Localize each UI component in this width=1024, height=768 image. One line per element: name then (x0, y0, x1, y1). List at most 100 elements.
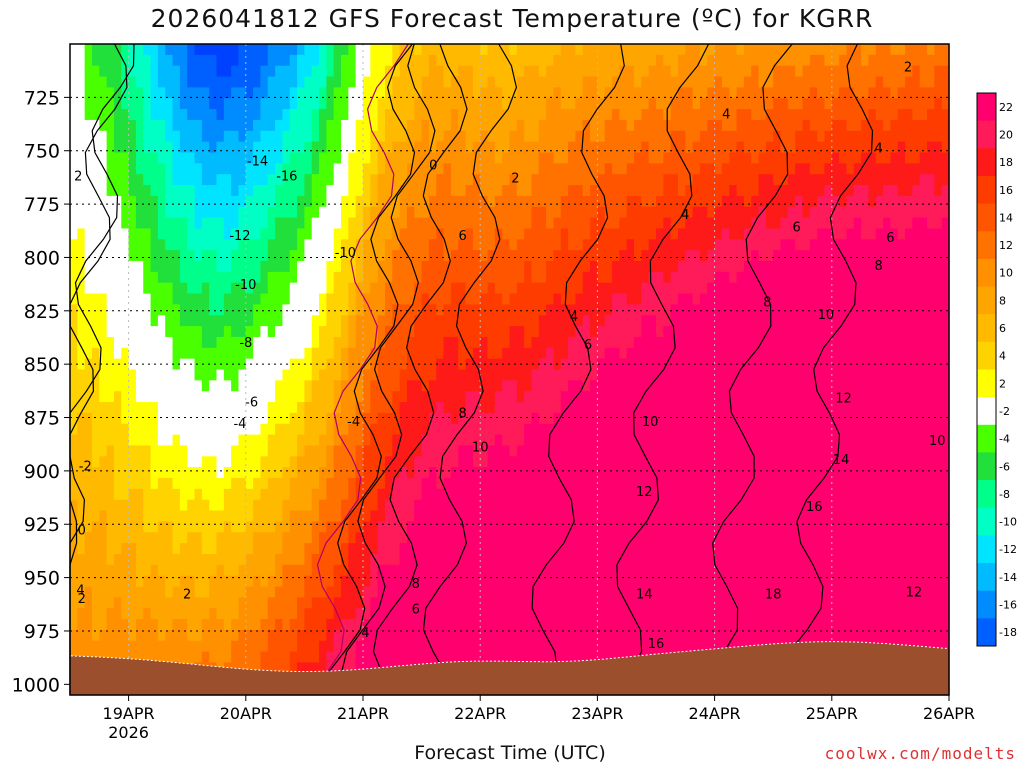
field-cell (201, 640, 210, 653)
field-cell (509, 499, 518, 512)
field-cell (319, 293, 327, 305)
field-cell (458, 174, 467, 186)
field-cell (304, 412, 313, 425)
field-cell (626, 54, 635, 67)
field-cell (216, 250, 225, 262)
field-cell (436, 629, 445, 642)
field-cell (677, 119, 686, 132)
field-cell (121, 586, 130, 598)
field-cell (121, 174, 130, 186)
field-cell (326, 326, 335, 338)
field-cell (509, 206, 518, 219)
field-cell (516, 391, 525, 403)
field-cell (443, 391, 452, 403)
field-cell (560, 521, 569, 533)
field-cell (465, 532, 474, 544)
field-cell (282, 163, 291, 175)
field-cell (113, 239, 122, 251)
field-cell (128, 65, 137, 78)
field-cell (223, 141, 232, 154)
field-cell (77, 44, 86, 56)
field-cell (223, 456, 232, 468)
field-cell (348, 76, 357, 88)
field-cell (363, 206, 371, 219)
field-cell (304, 185, 313, 197)
field-cell (560, 174, 569, 186)
field-cell (179, 402, 188, 414)
field-cell (179, 76, 188, 88)
field-cell (282, 629, 291, 642)
field-cell (275, 586, 284, 598)
field-cell (289, 369, 298, 381)
field-cell (670, 434, 679, 447)
field-cell (443, 326, 452, 338)
field-cell (172, 499, 181, 512)
field-cell (311, 651, 320, 664)
field-cell (238, 271, 247, 284)
field-cell (392, 315, 401, 327)
field-cell (472, 261, 481, 273)
field-cell (355, 597, 364, 609)
field-cell (538, 217, 547, 230)
field-cell (494, 629, 503, 642)
field-cell (472, 87, 481, 99)
field-cell (553, 597, 562, 609)
field-cell (209, 402, 218, 414)
field-cell (121, 87, 130, 99)
field-cell (656, 87, 664, 99)
field-cell (355, 141, 364, 154)
field-cell (150, 206, 159, 219)
field-cell (487, 87, 496, 99)
field-cell (421, 412, 430, 425)
field-cell (194, 456, 203, 468)
field-cell (619, 564, 628, 577)
field-cell (619, 261, 628, 273)
field-cell (450, 488, 459, 501)
field-cell (194, 553, 203, 566)
field-cell (465, 510, 474, 522)
field-cell (91, 347, 100, 360)
field-cell (179, 575, 188, 588)
field-cell (619, 174, 628, 186)
field-cell (260, 445, 269, 457)
field-cell (260, 651, 269, 664)
field-cell (143, 195, 152, 208)
field-cell (143, 564, 152, 577)
field-cell (494, 456, 503, 468)
field-cell (582, 98, 591, 110)
field-cell (414, 586, 423, 598)
field-cell (319, 109, 327, 121)
field-cell (428, 44, 437, 56)
field-cell (494, 521, 503, 533)
field-cell (472, 76, 481, 88)
field-cell (377, 380, 386, 392)
field-cell (121, 282, 130, 295)
field-cell (641, 326, 650, 338)
field-cell (663, 478, 672, 490)
field-cell (311, 282, 320, 295)
field-cell (341, 141, 349, 154)
field-cell (238, 304, 247, 316)
field-cell (355, 217, 364, 230)
field-cell (546, 54, 555, 67)
field-cell (165, 564, 174, 577)
field-cell (443, 369, 452, 381)
field-cell (480, 510, 489, 522)
field-cell (267, 293, 276, 305)
field-cell (238, 456, 247, 468)
field-cell (201, 412, 210, 425)
field-cell (450, 315, 459, 327)
field-cell (70, 98, 78, 110)
field-cell (297, 206, 305, 219)
field-cell (77, 619, 86, 631)
field-cell (260, 293, 269, 305)
field-cell (634, 478, 642, 490)
field-cell (458, 402, 467, 414)
field-cell (560, 228, 569, 240)
field-cell (282, 217, 291, 230)
field-cell (216, 380, 225, 392)
field-cell (297, 662, 305, 674)
field-cell (450, 553, 459, 566)
field-cell (91, 130, 100, 143)
field-cell (377, 434, 386, 447)
